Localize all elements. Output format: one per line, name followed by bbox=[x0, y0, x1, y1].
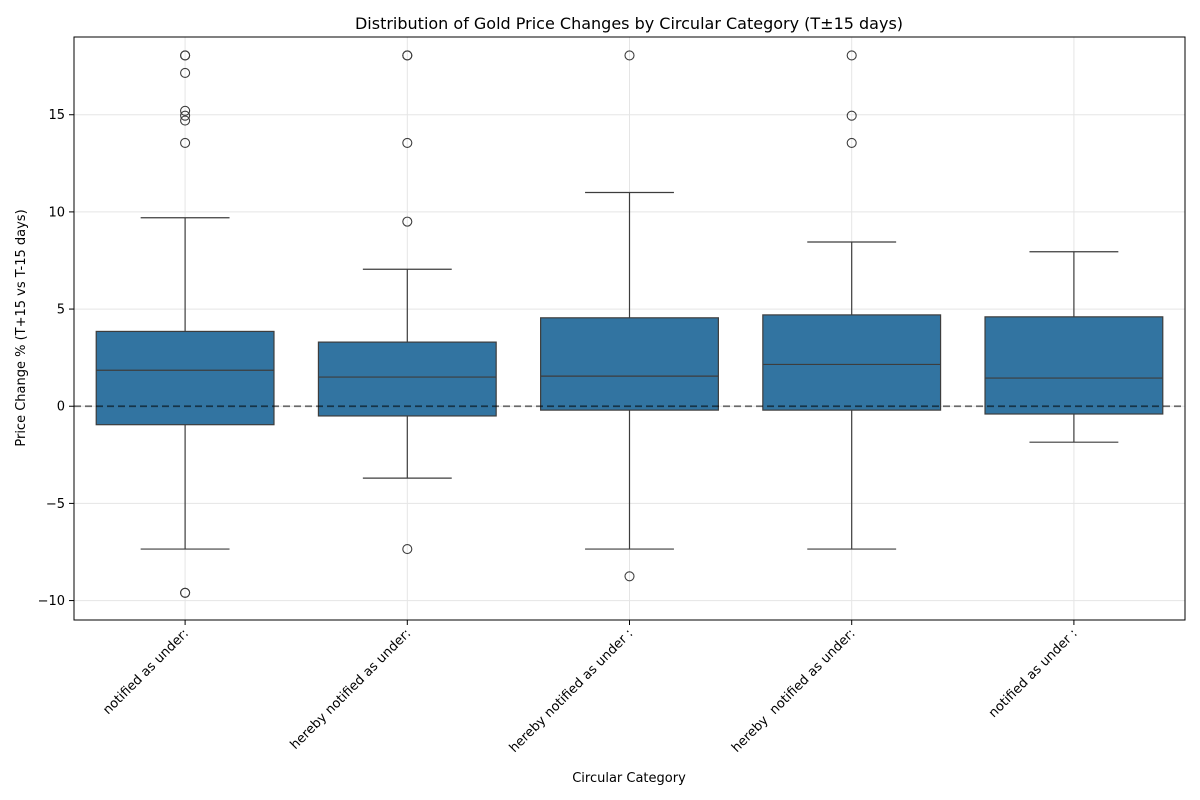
x-tick-label: notified as under: bbox=[100, 626, 192, 718]
outlier-point bbox=[180, 137, 191, 148]
y-tick-label: −5 bbox=[46, 497, 65, 512]
x-tick-label: hereby notified as under: bbox=[729, 626, 858, 755]
outlier-point bbox=[180, 115, 191, 126]
y-tick-label: −10 bbox=[38, 594, 65, 609]
outlier-point bbox=[180, 587, 191, 598]
x-tick-label: hereby notified as under : bbox=[507, 626, 637, 756]
outlier-point bbox=[846, 110, 857, 121]
y-tick-label: 0 bbox=[57, 400, 65, 415]
box-group bbox=[95, 50, 275, 598]
outlier-point bbox=[402, 50, 413, 61]
y-tick-label: 15 bbox=[48, 108, 65, 123]
outlier-point bbox=[402, 544, 413, 555]
box-iqr bbox=[984, 316, 1164, 415]
y-axis: −10 −5 0 5 10 15 bbox=[38, 108, 74, 609]
box-series bbox=[95, 50, 1164, 598]
outlier-point bbox=[180, 50, 191, 61]
outlier-point bbox=[180, 67, 191, 79]
y-axis-title: Price Change % (T+15 vs T-15 days) bbox=[14, 209, 29, 446]
box-iqr bbox=[540, 317, 719, 411]
box-group bbox=[762, 50, 942, 550]
outlier-point bbox=[402, 216, 413, 227]
outlier-point bbox=[402, 137, 413, 148]
box-group bbox=[317, 50, 497, 555]
outlier-point bbox=[846, 50, 857, 61]
outlier-point bbox=[624, 50, 635, 61]
x-axis-title: Circular Category bbox=[572, 771, 686, 786]
x-axis: notified as under: hereby notified as und… bbox=[100, 620, 1081, 756]
outlier-point bbox=[624, 571, 635, 582]
outlier-point bbox=[180, 110, 191, 121]
box-iqr bbox=[317, 341, 497, 417]
box-iqr bbox=[95, 330, 275, 426]
box-iqr bbox=[762, 314, 942, 411]
chart-title: Distribution of Gold Price Changes by Ci… bbox=[355, 14, 903, 33]
x-tick-label: hereby notified as under: bbox=[288, 626, 415, 753]
x-tick-label: notified as under : bbox=[986, 626, 1081, 721]
y-tick-label: 10 bbox=[48, 205, 65, 220]
outlier-point bbox=[180, 105, 191, 116]
y-tick-label: 5 bbox=[57, 303, 65, 318]
box-group bbox=[540, 50, 719, 582]
box-group bbox=[984, 251, 1164, 443]
outlier-point bbox=[846, 137, 857, 148]
